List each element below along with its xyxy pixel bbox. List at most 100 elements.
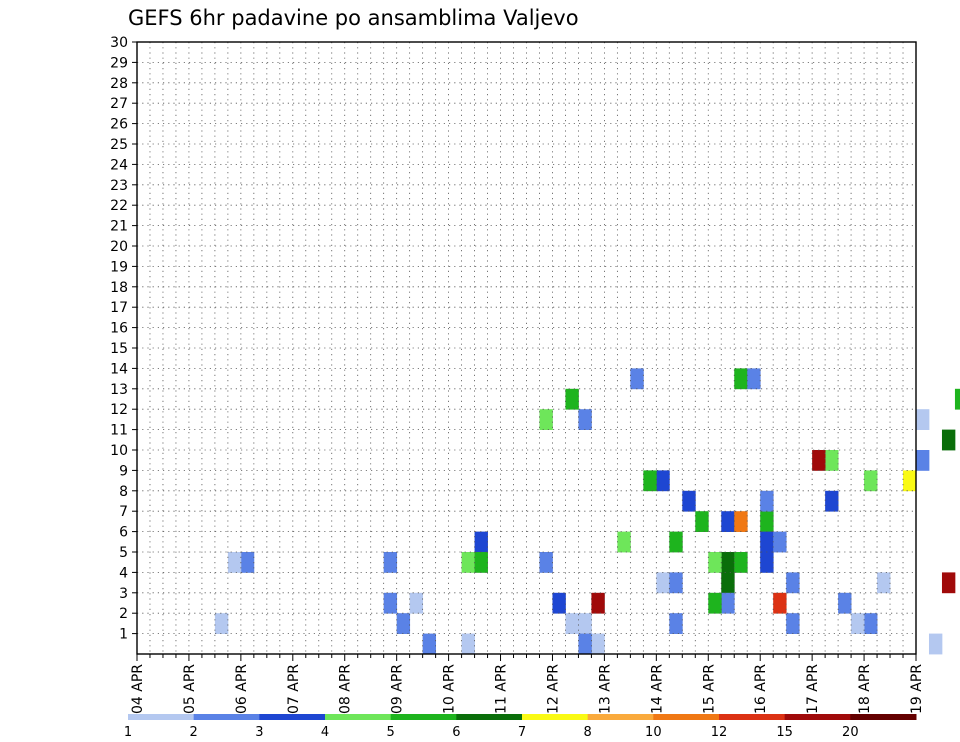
y-tick-label: 12 bbox=[110, 402, 128, 418]
legend-label: 20 bbox=[842, 725, 859, 740]
y-tick-label: 6 bbox=[119, 525, 128, 541]
y-tick-label: 5 bbox=[119, 545, 128, 561]
heatmap-cell bbox=[539, 409, 553, 430]
legend-swatch bbox=[587, 714, 654, 720]
legend-label: 7 bbox=[518, 725, 526, 740]
y-tick-label: 20 bbox=[110, 239, 128, 255]
y-tick-label: 28 bbox=[110, 76, 128, 92]
y-tick-label: 14 bbox=[110, 361, 128, 377]
heatmap-cell bbox=[461, 552, 475, 573]
legend-swatch bbox=[456, 714, 523, 720]
legend-label: 2 bbox=[190, 725, 198, 740]
y-tick-label: 27 bbox=[110, 96, 128, 112]
heatmap-cell bbox=[941, 429, 956, 451]
legend-swatch bbox=[325, 714, 392, 720]
heatmap-cell bbox=[565, 388, 579, 410]
y-tick-label: 13 bbox=[110, 382, 128, 398]
heatmap-cell bbox=[903, 470, 917, 492]
heatmap-cell bbox=[760, 490, 774, 512]
heatmap-cell bbox=[916, 409, 930, 430]
x-tick-label: 14 APR bbox=[649, 664, 665, 714]
y-tick-label: 3 bbox=[119, 586, 128, 602]
heatmap-cell bbox=[396, 613, 411, 634]
heatmap-cell bbox=[864, 470, 878, 492]
legend-label: 6 bbox=[452, 725, 460, 740]
heatmap-cell bbox=[461, 633, 475, 655]
x-tick-label: 04 APR bbox=[130, 664, 146, 714]
heatmap-cell bbox=[838, 592, 852, 614]
heatmap-cell bbox=[864, 613, 878, 634]
heatmap-cell bbox=[422, 633, 437, 655]
chart-title: GEFS 6hr padavine po ansamblima Valjevo bbox=[128, 6, 579, 30]
heatmap-cell bbox=[954, 388, 960, 410]
y-tick-label: 10 bbox=[110, 443, 128, 459]
heatmap-cell bbox=[617, 531, 631, 553]
heatmap-cell bbox=[578, 409, 592, 430]
heatmap-cell bbox=[812, 450, 826, 471]
y-tick-label: 26 bbox=[110, 117, 128, 133]
heatmap-cell bbox=[630, 368, 644, 390]
legend-swatch bbox=[784, 714, 851, 720]
heatmap-cell bbox=[877, 572, 891, 594]
heatmap-cell bbox=[578, 613, 592, 634]
y-tick-label: 7 bbox=[119, 504, 128, 520]
x-tick-label: 13 APR bbox=[597, 664, 613, 714]
heatmap-cell bbox=[734, 368, 748, 390]
x-tick-label: 05 APR bbox=[182, 664, 198, 714]
color-legend: 1 2 3 4 5 6 7 8 10 12 15 20 bbox=[124, 714, 917, 740]
y-tick-label: 21 bbox=[110, 219, 128, 235]
y-tick-label: 4 bbox=[119, 565, 128, 581]
legend-label: 12 bbox=[711, 725, 728, 740]
legend-swatch bbox=[128, 714, 195, 720]
heatmap-cell bbox=[656, 470, 670, 492]
x-tick-label: 15 APR bbox=[701, 664, 717, 714]
grid-lines bbox=[137, 42, 916, 654]
x-tick-label: 10 APR bbox=[442, 664, 458, 714]
y-tick-label: 16 bbox=[110, 321, 128, 337]
heatmap-cell bbox=[409, 592, 424, 614]
heatmap-cell bbox=[695, 511, 709, 532]
legend-label: 8 bbox=[584, 725, 592, 740]
heatmap-cell bbox=[721, 592, 735, 614]
heatmap-cell bbox=[643, 470, 657, 492]
heatmap-cell bbox=[773, 592, 787, 614]
heatmap-cell bbox=[539, 552, 553, 573]
heatmap-cell bbox=[552, 592, 566, 614]
heatmap-cell bbox=[708, 592, 722, 614]
y-axis: 1234567891011121314151617181920212223242… bbox=[110, 35, 137, 643]
heatmap-cell bbox=[708, 552, 722, 573]
legend-swatch bbox=[259, 714, 326, 720]
y-tick-label: 30 bbox=[110, 35, 128, 51]
x-tick-label: 12 APR bbox=[545, 664, 561, 714]
y-tick-label: 18 bbox=[110, 280, 128, 296]
y-tick-label: 17 bbox=[110, 300, 128, 316]
heatmap-cell bbox=[760, 552, 774, 573]
heatmap-cell bbox=[383, 552, 398, 573]
heatmap-cell bbox=[214, 613, 229, 634]
heatmap-cell bbox=[786, 613, 800, 634]
legend-swatch bbox=[850, 714, 917, 720]
heatmap-cell bbox=[941, 572, 956, 594]
heatmap-cell bbox=[928, 633, 943, 655]
heatmap-cells bbox=[214, 368, 960, 655]
legend-swatch bbox=[719, 714, 786, 720]
x-tick-label: 09 APR bbox=[390, 664, 406, 714]
heatmap-cell bbox=[227, 552, 242, 573]
heatmap-cell bbox=[773, 531, 787, 553]
legend-swatch bbox=[193, 714, 260, 720]
legend-label: 15 bbox=[776, 725, 793, 740]
y-tick-label: 24 bbox=[110, 157, 128, 173]
legend-label: 10 bbox=[645, 725, 662, 740]
y-tick-label: 23 bbox=[110, 178, 128, 194]
legend-label: 5 bbox=[387, 725, 395, 740]
x-axis: 04 APR 05 APR 06 APR 07 APR 08 APR 09 APR 10 A… bbox=[130, 654, 925, 714]
legend-swatch bbox=[390, 714, 457, 720]
legend-label: 4 bbox=[321, 725, 329, 740]
heatmap-cell bbox=[721, 511, 735, 532]
heatmap-cell bbox=[474, 552, 488, 573]
x-tick-label: 08 APR bbox=[338, 664, 354, 714]
heatmap-cell bbox=[851, 613, 865, 634]
heatmap-cell bbox=[669, 531, 683, 553]
heatmap-cell bbox=[786, 572, 800, 594]
